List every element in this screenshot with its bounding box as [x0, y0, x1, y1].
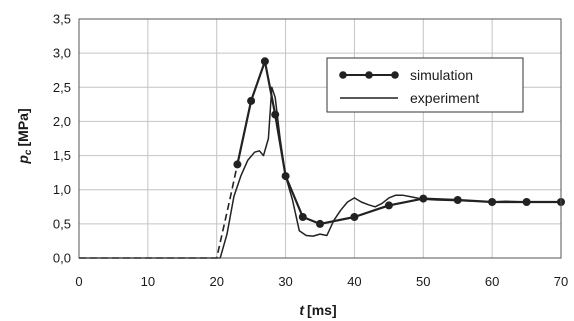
- legend-box: [326, 57, 524, 113]
- x-tick-labels: 0 10 20 30 40 50 60 70: [75, 274, 568, 289]
- simulation-marker: [247, 96, 256, 105]
- simulation-marker: [453, 196, 462, 204]
- y-tick-label: 2,5: [53, 80, 71, 95]
- legend-label-simulation: simulation: [410, 67, 473, 83]
- plot-frame: [78, 18, 562, 259]
- y-tick-label: 1,5: [53, 148, 71, 163]
- grid-lines: [78, 18, 562, 259]
- x-tick-label: 70: [554, 274, 568, 289]
- x-axis-title: t [ms]: [299, 302, 336, 318]
- x-tick-label: 0: [75, 274, 82, 289]
- x-tick-label: 20: [209, 274, 223, 289]
- x-tick-label: 10: [141, 274, 155, 289]
- simulation-marker: [384, 201, 393, 210]
- simulation-line: [236, 60, 561, 225]
- x-tick-label: 60: [485, 274, 499, 289]
- y-tick-label: 1,0: [53, 182, 71, 197]
- legend-simulation-marker: [391, 71, 399, 79]
- legend-label-experiment: experiment: [410, 90, 479, 106]
- experiment-line: [79, 86, 561, 259]
- y-axis-unit: [MPa]: [15, 108, 31, 146]
- x-axis-unit: [ms]: [307, 302, 337, 318]
- legend: simulation experiment: [326, 57, 524, 113]
- x-tick-label: 40: [347, 274, 361, 289]
- simulation-marker: [419, 194, 428, 203]
- data-series: [79, 57, 565, 259]
- y-axis-title: pc [MPa]: [15, 108, 34, 164]
- x-tick-label: 50: [416, 274, 430, 289]
- y-axis-subscript: c: [23, 149, 34, 155]
- simulation-marker: [233, 160, 242, 169]
- y-tick-label: 3,0: [53, 46, 71, 61]
- y-axis-variable: p: [15, 155, 31, 165]
- y-tick-label: 0,5: [53, 216, 71, 231]
- simulation-marker: [281, 172, 290, 181]
- legend-simulation-marker: [365, 71, 373, 79]
- y-tick-label: 0,0: [53, 251, 71, 266]
- simulation-marker: [350, 213, 359, 221]
- simulation-marker: [260, 57, 269, 66]
- y-tick-labels: 0,0 0,5 1,0 1,5 2,0 2,5 3,0 3,5: [53, 12, 71, 266]
- simulation-marker: [298, 213, 307, 221]
- simulation-marker: [316, 219, 324, 228]
- simulation-marker: [271, 110, 280, 119]
- x-tick-label: 30: [278, 274, 292, 289]
- simulation-marker: [522, 198, 531, 206]
- y-tick-label: 3,5: [53, 12, 71, 27]
- x-axis-variable: t: [299, 302, 305, 318]
- y-tick-label: 2,0: [53, 114, 71, 129]
- simulation-dashed-segment: [79, 164, 239, 259]
- simulation-marker: [488, 198, 497, 206]
- legend-simulation-marker: [339, 71, 347, 79]
